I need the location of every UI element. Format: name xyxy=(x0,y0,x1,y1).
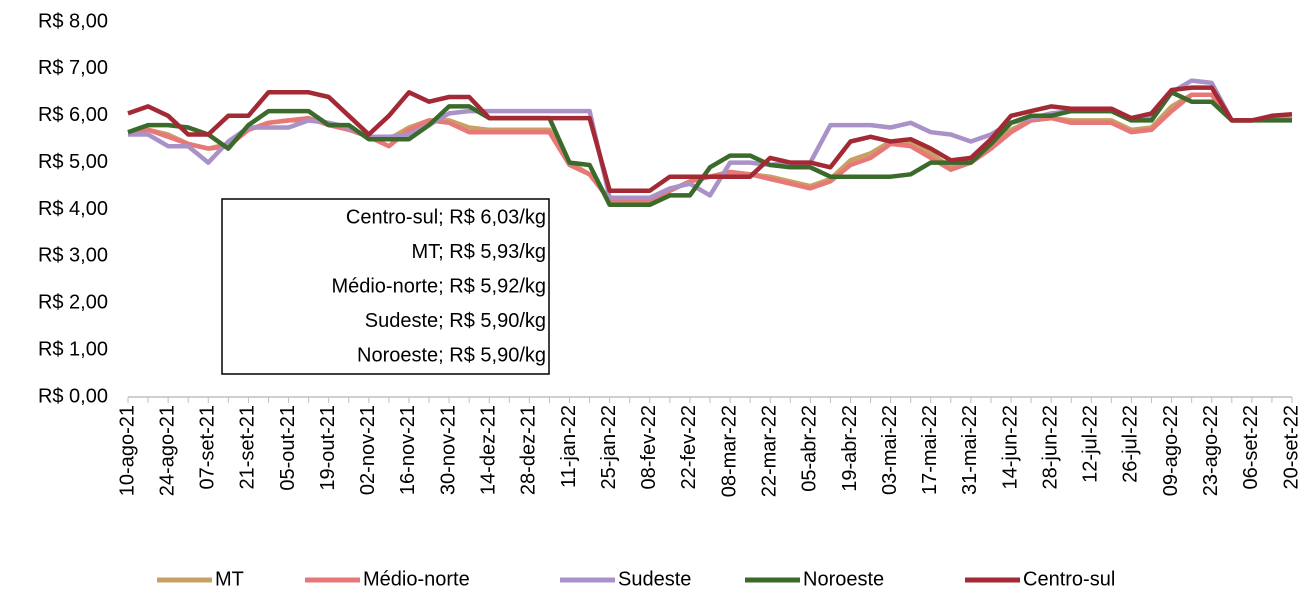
x-tick-label: 14-dez-21 xyxy=(478,405,500,495)
x-tick-label: 26-jul-22 xyxy=(1120,405,1142,483)
annotation: Noroeste; R$ 5,90/kg xyxy=(357,344,546,366)
x-tick-label: 16-nov-21 xyxy=(397,405,419,495)
x-tick-label: 19-out-21 xyxy=(317,405,339,491)
y-tick-label: R$ 7,00 xyxy=(38,57,108,79)
x-tick-label: 28-dez-21 xyxy=(518,405,540,495)
series-line xyxy=(127,85,1293,193)
x-tick-label: 28-jun-22 xyxy=(1039,405,1061,490)
legend-label: Centro-sul xyxy=(1023,568,1115,590)
annotation: MT; R$ 5,93/kg xyxy=(411,241,546,263)
x-tick-label: 24-ago-21 xyxy=(156,405,178,496)
annotation: Sudeste; R$ 5,90/kg xyxy=(365,310,546,332)
x-tick-label: 20-set-22 xyxy=(1280,405,1302,490)
x-tick-label: 08-fev-22 xyxy=(638,405,660,490)
x-tick-label: 21-set-21 xyxy=(237,405,259,490)
y-tick-label: R$ 5,00 xyxy=(38,151,108,173)
legend-label: Médio-norte xyxy=(363,568,470,590)
annotation: Médio-norte; R$ 5,92/kg xyxy=(331,275,546,297)
annotation: Centro-sul; R$ 6,03/kg xyxy=(346,206,546,228)
y-tick-label: R$ 0,00 xyxy=(38,385,108,407)
x-tick-label: 11-jan-22 xyxy=(558,405,580,488)
x-tick-label: 03-mai-22 xyxy=(879,405,901,495)
legend-label: Sudeste xyxy=(618,568,691,590)
x-tick-label: 22-mar-22 xyxy=(758,405,780,497)
x-tick-label: 23-ago-22 xyxy=(1200,405,1222,496)
y-tick-label: R$ 3,00 xyxy=(38,245,108,267)
x-tick-label: 12-jul-22 xyxy=(1080,405,1102,483)
x-tick-label: 19-abr-22 xyxy=(839,405,861,492)
y-tick-label: R$ 2,00 xyxy=(38,292,108,314)
x-tick-label: 14-jun-22 xyxy=(999,405,1021,490)
y-tick-label: R$ 4,00 xyxy=(38,198,108,220)
y-tick-label: R$ 6,00 xyxy=(38,104,108,126)
x-tick-label: 02-nov-21 xyxy=(357,405,379,495)
x-tick-label: 22-fev-22 xyxy=(678,405,700,490)
x-tick-label: 30-nov-21 xyxy=(437,405,459,495)
x-tick-label: 10-ago-21 xyxy=(116,405,138,496)
legend-label: MT xyxy=(215,568,244,590)
x-tick-label: 07-set-21 xyxy=(197,405,219,490)
series-line xyxy=(128,78,1293,201)
x-tick-label: 06-set-22 xyxy=(1240,405,1262,490)
x-tick-label: 08-mar-22 xyxy=(718,405,740,497)
x-tick-label: 31-mai-22 xyxy=(959,405,981,495)
x-tick-label: 05-abr-22 xyxy=(799,405,821,492)
x-tick-label: 09-ago-22 xyxy=(1160,405,1182,496)
annotation-box xyxy=(221,198,550,375)
x-tick-label: 25-jan-22 xyxy=(598,405,620,490)
legend-label: Noroeste xyxy=(803,568,884,590)
y-tick-label: R$ 1,00 xyxy=(38,338,108,360)
x-tick-label: 17-mai-22 xyxy=(919,405,941,495)
x-tick-label: 05-out-21 xyxy=(277,405,299,491)
y-tick-label: R$ 8,00 xyxy=(38,10,108,32)
series-line xyxy=(127,90,1292,208)
